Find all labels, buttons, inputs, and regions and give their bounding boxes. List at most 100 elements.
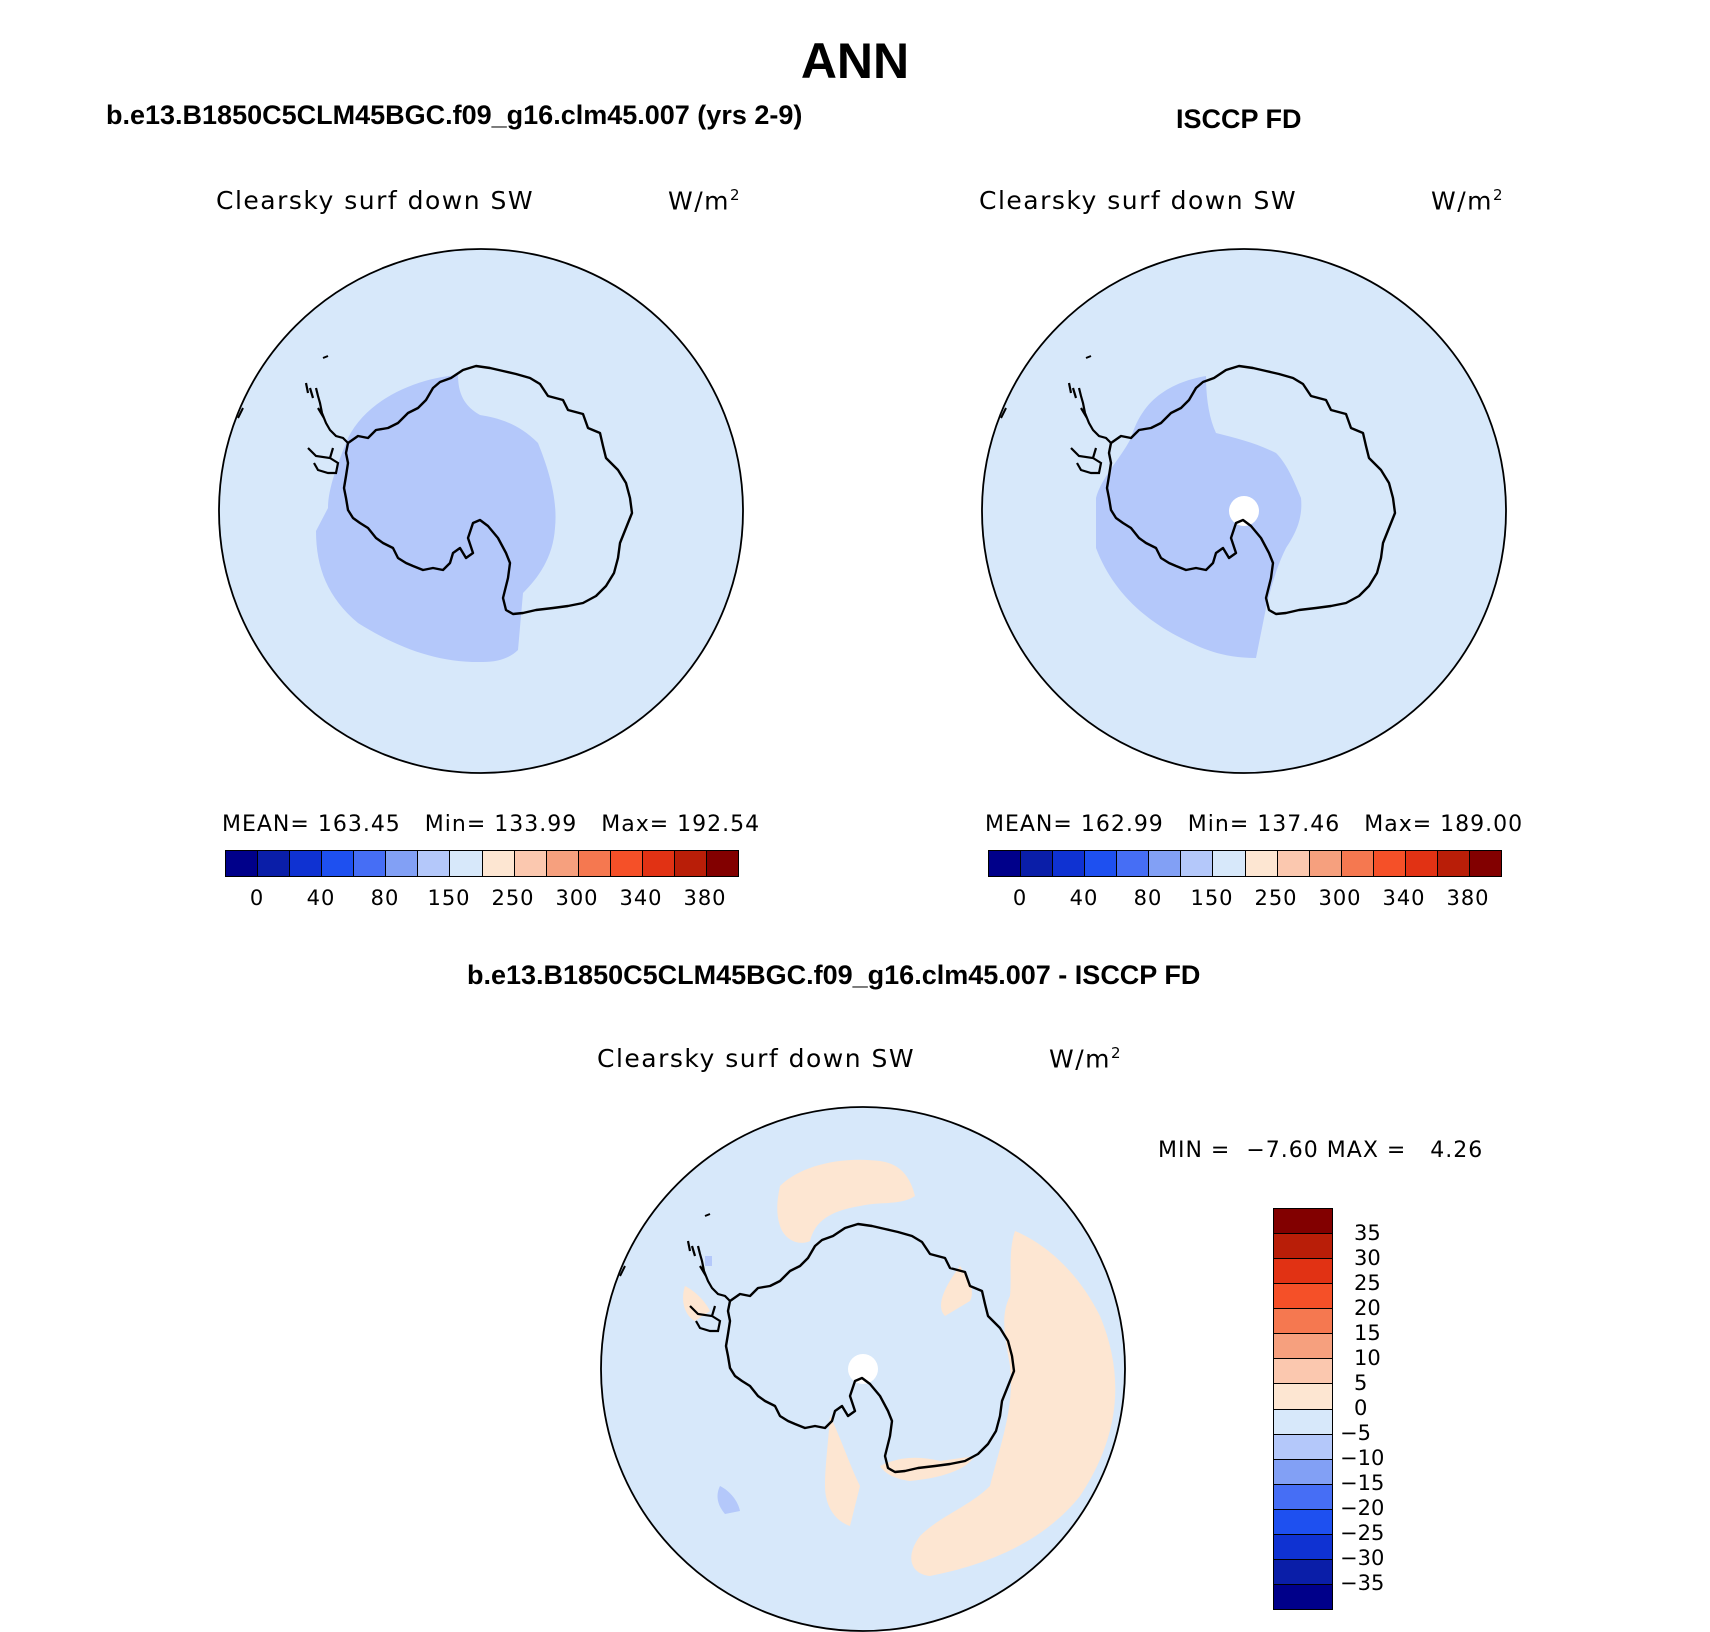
colorbar-tick-label: 5 <box>1354 1371 1368 1395</box>
panel-3-stats: MIN = −7.60 MAX = 4.26 <box>1158 1138 1484 1163</box>
colorbar-tick-label: −5 <box>1340 1421 1371 1445</box>
panel-3-island-marks <box>619 1213 711 1277</box>
colorbar-swatch <box>258 851 291 876</box>
colorbar-swatch <box>322 851 355 876</box>
colorbar-swatch <box>450 851 483 876</box>
colorbar-tick-label: −30 <box>1340 1546 1385 1570</box>
colorbar-tick-label: 300 <box>555 886 599 910</box>
colorbar-swatch <box>1274 1259 1332 1285</box>
colorbar-tick-label: 0 <box>1012 886 1028 910</box>
panel-2-stats: MEAN= 162.99 Min= 137.46 Max= 189.00 <box>985 812 1524 837</box>
colorbar-swatch <box>226 851 259 876</box>
panel-3-warm-region-peninsula <box>683 1286 710 1321</box>
colorbar-tick-label: 40 <box>1069 886 1099 910</box>
colorbar-swatch <box>1274 1409 1332 1435</box>
colorbar-swatch <box>418 851 451 876</box>
colorbar-tick-label: 340 <box>619 886 663 910</box>
colorbar-swatch <box>386 851 419 876</box>
panel-1-island-marks <box>237 355 329 419</box>
panel-2-missing-data-pole <box>1229 496 1259 526</box>
colorbar-tick-label: 25 <box>1354 1271 1381 1295</box>
colorbar-swatch <box>1274 1559 1332 1585</box>
panel-3-peninsula-outline <box>686 1240 731 1333</box>
panel-3-warm-region-east <box>911 1231 1116 1576</box>
colorbar-swatch <box>706 851 738 876</box>
colorbar-tick-label: 380 <box>1446 886 1490 910</box>
panel-1-map-boundary <box>218 248 744 774</box>
panel-1-map <box>218 248 744 774</box>
colorbar-tick-label: 35 <box>1354 1221 1381 1245</box>
panel-3-cool-patch <box>717 1486 740 1514</box>
colorbar-swatch <box>514 851 547 876</box>
colorbar-swatch <box>642 851 675 876</box>
panel-1-region-low <box>316 375 556 663</box>
panel-3-warm-region-shelf <box>880 1456 975 1481</box>
colorbar-swatch <box>1274 1534 1332 1560</box>
colorbar-tick-label: 250 <box>491 886 535 910</box>
colorbar-swatch <box>1437 851 1470 876</box>
panel-2-region-low <box>1096 376 1302 658</box>
panel-3-antarctica-outline <box>724 1222 1016 1474</box>
colorbar-tick-label: 380 <box>683 886 727 910</box>
colorbar-swatch <box>578 851 611 876</box>
colorbar-tick-label: 40 <box>306 886 336 910</box>
panel-1-variable-label: Clearsky surf down SW <box>216 186 535 215</box>
colorbar-swatch <box>1274 1584 1332 1609</box>
panel-3-variable-label: Clearsky surf down SW <box>597 1044 916 1073</box>
colorbar-swatch <box>1309 851 1342 876</box>
panel-2-units-label: W/m2 <box>1431 186 1505 216</box>
colorbar-swatch <box>1274 1309 1332 1335</box>
colorbar-swatch <box>1274 1209 1332 1235</box>
colorbar-tick-label: 0 <box>249 886 265 910</box>
colorbar-swatch <box>290 851 323 876</box>
colorbar-tick-label: 250 <box>1254 886 1298 910</box>
colorbar-swatch <box>1469 851 1501 876</box>
colorbar-tick-label: 0 <box>1354 1396 1368 1420</box>
panel-3-cool-patch-2 <box>705 1256 712 1266</box>
panel-2-peninsula-outline <box>1067 382 1112 475</box>
panel-3-units-label: W/m2 <box>1049 1044 1123 1074</box>
colorbar-tick-label: 300 <box>1318 886 1362 910</box>
panel-1-colorbar <box>225 850 739 877</box>
colorbar-swatch <box>1085 851 1118 876</box>
colorbar-tick-label: 340 <box>1382 886 1426 910</box>
panel-2-colorbar <box>988 850 1502 877</box>
colorbar-swatch <box>610 851 643 876</box>
figure-title: ANN <box>800 33 910 89</box>
panel-1-stats: MEAN= 163.45 Min= 133.99 Max= 192.54 <box>222 812 761 837</box>
colorbar-swatch <box>1021 851 1054 876</box>
colorbar-tick-label: −35 <box>1340 1571 1385 1595</box>
colorbar-tick-label: 30 <box>1354 1246 1381 1270</box>
panel-1-colorbar-ticks: 0 40 80 150 250 300 340 380 <box>225 886 737 912</box>
panel-3-warm-region-west <box>940 1266 972 1316</box>
colorbar-swatch <box>1117 851 1150 876</box>
panel-3-warm-region-ross <box>825 1416 860 1526</box>
colorbar-swatch <box>674 851 707 876</box>
colorbar-swatch <box>989 851 1022 876</box>
colorbar-tick-label: 10 <box>1354 1346 1381 1370</box>
panel-2-map-boundary <box>981 248 1507 774</box>
panel-1-antarctica-outline <box>342 364 634 616</box>
colorbar-tick-label: −15 <box>1340 1471 1385 1495</box>
colorbar-swatch <box>1373 851 1406 876</box>
colorbar-swatch <box>1053 851 1086 876</box>
colorbar-tick-label: 80 <box>370 886 400 910</box>
colorbar-tick-label: −10 <box>1340 1446 1385 1470</box>
panel-2-antarctica-outline <box>1105 364 1397 616</box>
colorbar-swatch <box>1149 851 1182 876</box>
colorbar-tick-label: −25 <box>1340 1521 1385 1545</box>
colorbar-tick-label: 20 <box>1354 1296 1381 1320</box>
panel-3-title: b.e13.B1850C5CLM45BGC.f09_g16.clm45.007 … <box>467 960 1201 990</box>
colorbar-tick-label: 15 <box>1354 1321 1381 1345</box>
panel-2-title: ISCCP FD <box>1176 104 1302 134</box>
colorbar-swatch <box>1405 851 1438 876</box>
panel-2-map <box>981 248 1507 774</box>
colorbar-swatch <box>1274 1434 1332 1460</box>
colorbar-swatch <box>1213 851 1246 876</box>
colorbar-swatch <box>546 851 579 876</box>
colorbar-tick-label: 80 <box>1133 886 1163 910</box>
panel-2-island-marks <box>1000 355 1092 419</box>
colorbar-swatch <box>1274 1484 1332 1510</box>
colorbar-swatch <box>482 851 515 876</box>
colorbar-swatch <box>1181 851 1214 876</box>
